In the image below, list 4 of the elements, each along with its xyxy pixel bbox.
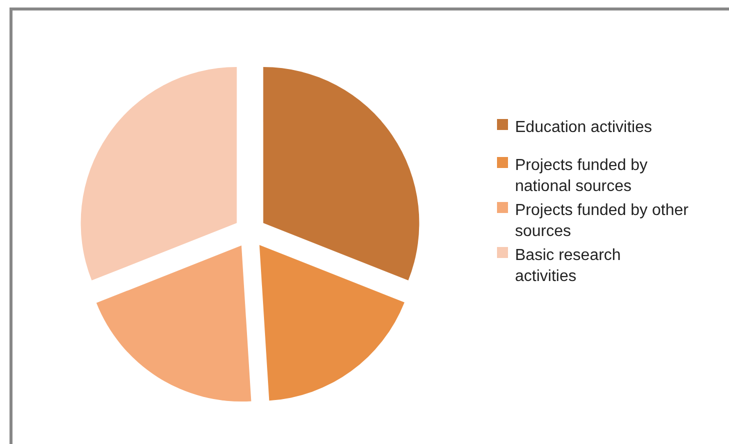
legend-label: Projects funded by national sources: [515, 157, 648, 195]
legend-label: Basic research activities: [515, 247, 621, 285]
legend-label: Projects funded by other sources: [515, 202, 690, 240]
legend-label: Education activities: [515, 119, 652, 136]
